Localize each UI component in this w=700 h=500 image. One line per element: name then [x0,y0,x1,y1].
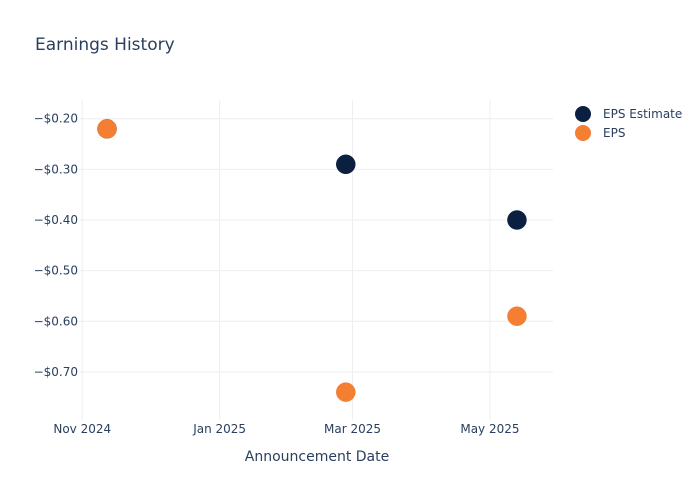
x-tick-label: Jan 2025 [192,422,246,436]
legend-marker [575,125,591,141]
eps-estimate-point[interactable] [507,210,527,230]
eps-point[interactable] [336,382,356,402]
x-tick-label: Mar 2025 [324,422,381,436]
y-tick-label: −$0.30 [34,162,78,176]
y-tick-label: −$0.20 [34,112,78,126]
x-tick-label: May 2025 [460,422,519,436]
y-tick-label: −$0.60 [34,314,78,328]
eps-estimate-point[interactable] [336,154,356,175]
y-tick-label: −$0.70 [34,365,78,379]
x-axis-title: Announcement Date [245,449,389,465]
legend[interactable]: EPS Estimate EPS [575,106,682,141]
legend-item-eps-estimate[interactable]: EPS Estimate [575,106,682,122]
legend-label: EPS [603,126,625,140]
legend-marker [575,106,591,122]
chart-title: Earnings History [35,35,175,55]
legend-label: EPS Estimate [603,107,682,121]
y-tick-label: −$0.50 [34,264,78,278]
eps-point[interactable] [507,306,527,326]
legend-item-eps[interactable]: EPS [575,125,625,141]
x-tick-label: Nov 2024 [53,422,111,436]
x-axis-ticks: Nov 2024 Jan 2025 Mar 2025 May 2025 [53,422,519,436]
data-points [97,119,527,402]
y-tick-label: −$0.40 [34,213,78,227]
eps-point[interactable] [97,119,117,139]
grid [80,100,553,420]
y-axis-ticks: −$0.20 −$0.30 −$0.40 −$0.50 −$0.60 −$0.70 [34,112,78,379]
